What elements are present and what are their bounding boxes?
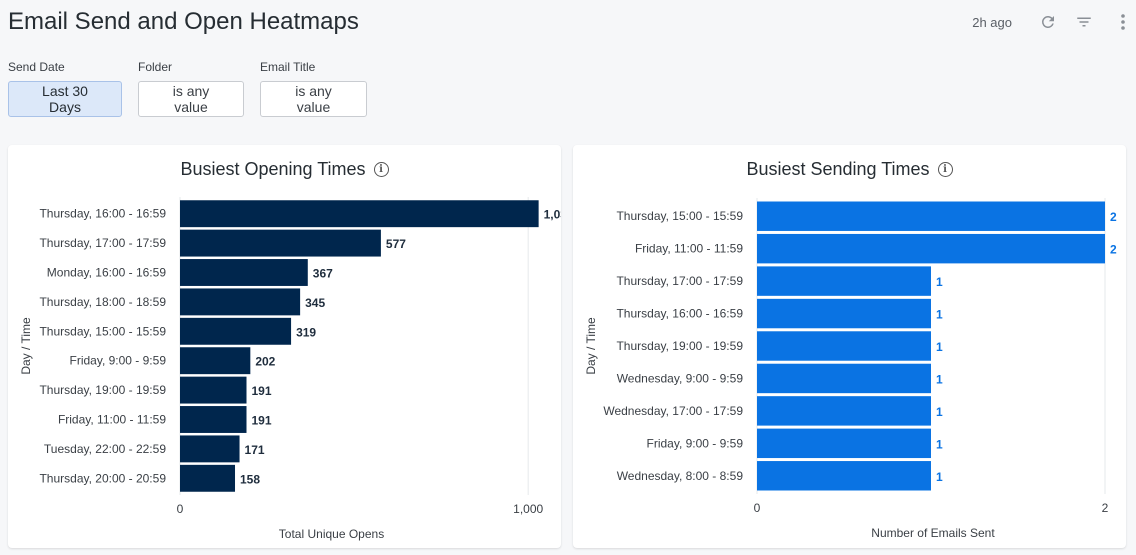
value-label: 367 — [313, 267, 333, 281]
value-label: 2 — [1110, 243, 1117, 257]
category-label: Wednesday, 8:00 - 8:59 — [617, 469, 744, 483]
category-label: Tuesday, 22:00 - 22:59 — [44, 442, 166, 456]
bar[interactable] — [180, 406, 247, 433]
category-label: Thursday, 19:00 - 19:59 — [39, 383, 166, 397]
value-label: 577 — [386, 237, 406, 251]
category-label: Thursday, 19:00 - 19:59 — [616, 339, 743, 353]
refresh-button[interactable] — [1034, 10, 1062, 34]
sending-times-card: Busiest Sending Times i Thursday, 15:00 … — [573, 145, 1126, 548]
filter-bar: Send Date Last 30 Days Folder is any val… — [8, 60, 367, 117]
filter-label: Folder — [138, 60, 173, 74]
category-label: Thursday, 17:00 - 17:59 — [616, 274, 743, 288]
last-updated: 2h ago — [972, 14, 1012, 30]
value-label: 345 — [305, 296, 325, 310]
page-title: Email Send and Open Heatmaps — [8, 8, 359, 35]
bar[interactable] — [180, 435, 240, 463]
value-label: 1 — [936, 275, 943, 289]
tick-label: 2 — [1102, 501, 1109, 515]
category-label: Thursday, 20:00 - 20:59 — [39, 471, 166, 485]
bar[interactable] — [757, 363, 931, 394]
bar[interactable] — [180, 464, 236, 492]
filter-label: Email Title — [260, 60, 316, 74]
value-label: 1 — [936, 340, 943, 354]
y-axis-label: Day / Time — [19, 317, 33, 375]
value-label: 158 — [240, 472, 260, 486]
bar[interactable] — [757, 201, 1105, 231]
value-label: 202 — [255, 355, 275, 369]
tick-label: 0 — [754, 501, 761, 515]
bar[interactable] — [757, 331, 931, 361]
bar[interactable] — [180, 200, 539, 228]
tick-label: 1,000 — [513, 502, 543, 516]
bar[interactable] — [180, 376, 247, 404]
value-label: 191 — [252, 384, 272, 398]
filter-email-title: Email Title is any value — [260, 60, 367, 117]
value-label: 1 — [936, 405, 943, 419]
category-label: Thursday, 15:00 - 15:59 — [39, 324, 166, 338]
x-axis-label: Number of Emails Sent — [871, 526, 995, 540]
y-axis-label: Day / Time — [584, 317, 598, 375]
bar[interactable] — [180, 347, 251, 375]
more-vert-icon — [1121, 14, 1125, 30]
bar[interactable] — [180, 288, 301, 316]
refresh-icon — [1041, 15, 1054, 28]
bar[interactable] — [757, 428, 931, 459]
send-date-filter-button[interactable]: Last 30 Days — [8, 81, 122, 117]
value-label: 1 — [936, 470, 943, 484]
dashboard-controls: 2h ago — [972, 10, 1130, 34]
chart-title: Busiest Sending Times — [746, 159, 930, 179]
filter-icon — [1077, 17, 1091, 27]
bar[interactable] — [180, 229, 381, 257]
info-icon[interactable]: i — [373, 162, 389, 177]
category-label: Wednesday, 17:00 - 17:59 — [603, 404, 743, 418]
category-label: Friday, 11:00 - 11:59 — [635, 242, 743, 256]
value-label: 1 — [936, 372, 943, 386]
opening-times-chart: Thursday, 16:00 - 16:59 1,030 Thursday, 17… — [19, 197, 561, 541]
opening-times-card: Busiest Opening Times i Thursday, 16:00 … — [8, 145, 561, 548]
category-label: Friday, 9:00 - 9:59 — [70, 354, 167, 368]
filter-send-date: Send Date Last 30 Days — [8, 60, 122, 117]
chart-title-row: Busiest Opening Times i — [8, 159, 561, 180]
bar[interactable] — [757, 396, 931, 426]
chart-title: Busiest Opening Times — [180, 159, 366, 179]
info-icon[interactable]: i — [937, 162, 953, 177]
bar[interactable] — [757, 233, 1105, 264]
chart-title-row: Busiest Sending Times i — [573, 159, 1126, 180]
sending-times-chart: Thursday, 15:00 - 15:59 2 Friday, 11:00 - … — [584, 198, 1117, 540]
folder-filter-button[interactable]: is any value — [138, 81, 244, 117]
value-label: 1,030 — [544, 208, 561, 222]
email-title-filter-button[interactable]: is any value — [260, 81, 367, 117]
value-label: 2 — [1110, 210, 1117, 224]
filter-button[interactable] — [1070, 10, 1098, 34]
category-label: Monday, 16:00 - 16:59 — [47, 266, 167, 280]
category-label: Thursday, 16:00 - 16:59 — [616, 307, 743, 321]
value-label: 191 — [252, 414, 272, 428]
category-label: Thursday, 17:00 - 17:59 — [39, 236, 166, 250]
category-label: Friday, 11:00 - 11:59 — [58, 413, 166, 427]
bar[interactable] — [757, 461, 931, 491]
category-label: Thursday, 16:00 - 16:59 — [39, 207, 166, 221]
category-label: Friday, 9:00 - 9:59 — [647, 436, 744, 450]
value-label: 319 — [296, 325, 316, 339]
filter-folder: Folder is any value — [138, 60, 244, 117]
value-label: 1 — [936, 437, 943, 451]
bar[interactable] — [757, 298, 931, 329]
value-label: 1 — [936, 308, 943, 322]
filter-label: Send Date — [8, 60, 65, 74]
tick-label: 0 — [177, 502, 184, 516]
bar[interactable] — [180, 317, 292, 345]
value-label: 171 — [245, 443, 265, 457]
more-options-button[interactable] — [1116, 10, 1130, 34]
bar[interactable] — [180, 259, 308, 286]
category-label: Thursday, 18:00 - 18:59 — [39, 295, 166, 309]
category-label: Thursday, 15:00 - 15:59 — [616, 209, 743, 223]
bar[interactable] — [757, 266, 931, 296]
x-axis-label: Total Unique Opens — [279, 527, 384, 541]
category-label: Wednesday, 9:00 - 9:59 — [617, 371, 744, 385]
